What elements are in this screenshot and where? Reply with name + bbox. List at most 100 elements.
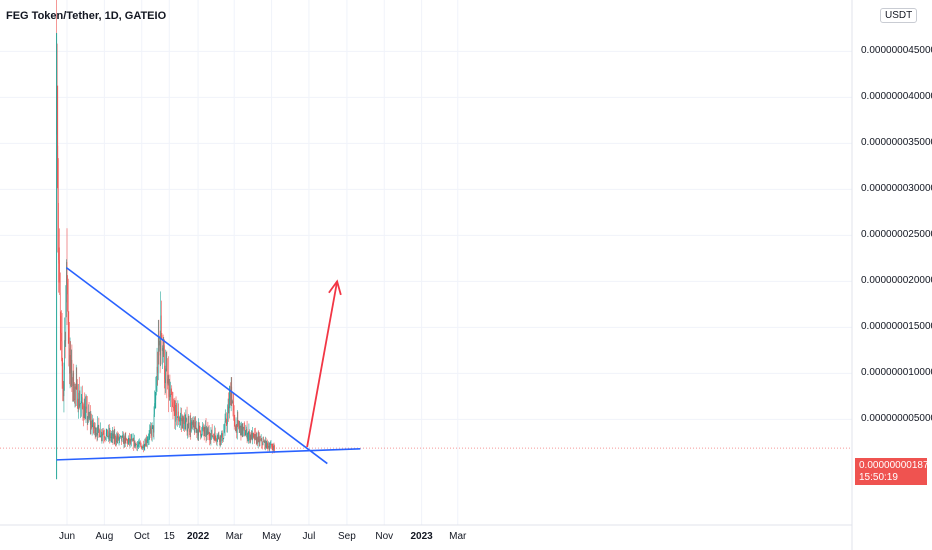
candle-body	[88, 411, 89, 419]
candle-body	[189, 431, 190, 432]
currency-badge[interactable]: USDT	[880, 8, 918, 23]
candle-body	[199, 425, 200, 426]
candle-body	[74, 386, 76, 400]
candle-body	[91, 420, 92, 429]
candle-body	[168, 389, 170, 397]
candle-body	[191, 421, 193, 426]
candle-body	[98, 425, 100, 430]
candle-body	[232, 401, 233, 404]
candle-body	[168, 375, 169, 397]
candle-body	[70, 355, 71, 371]
candle-body	[274, 447, 275, 450]
candle-body	[60, 316, 62, 333]
candle-body	[128, 438, 130, 441]
candle-body	[86, 406, 87, 408]
candle-body	[97, 425, 99, 426]
candle-body	[103, 434, 105, 437]
candle-body	[266, 441, 268, 444]
candle-body	[244, 435, 246, 436]
y-axis-label: 0.000000005000	[861, 413, 932, 425]
candle-body	[259, 439, 261, 443]
candle-body	[214, 432, 215, 441]
candle-body	[157, 366, 158, 373]
candle-body	[180, 417, 182, 420]
candle-body	[96, 433, 97, 434]
candle-body	[118, 438, 120, 440]
candle-body	[153, 425, 154, 433]
candle-body	[59, 263, 60, 293]
breakout-arrow-head	[328, 279, 342, 296]
candle-body	[231, 386, 233, 404]
candle-body	[125, 436, 127, 439]
candle-body	[80, 401, 82, 404]
candle-body	[246, 428, 248, 440]
candle-body	[187, 428, 188, 432]
candle-body	[248, 434, 249, 437]
candle-body	[183, 417, 185, 421]
candle-body	[260, 439, 261, 441]
candle-body	[92, 420, 94, 426]
candle-body	[183, 417, 184, 429]
candle-body	[108, 431, 110, 437]
candle-body	[246, 428, 247, 433]
candle-body	[89, 417, 91, 425]
candle-body	[221, 433, 223, 436]
candle-body	[85, 406, 87, 410]
candle-body	[137, 445, 138, 448]
candle-body	[217, 435, 218, 440]
candle-body	[153, 414, 155, 433]
candle-body	[236, 420, 238, 433]
candle-body	[235, 426, 236, 431]
candle-body	[159, 340, 160, 346]
candle-body	[195, 428, 197, 429]
candle-body	[250, 435, 252, 439]
candle-body	[138, 442, 140, 445]
x-axis-label: Aug	[95, 531, 114, 542]
candle-body	[195, 421, 196, 429]
candle-body	[124, 437, 125, 444]
candle-body	[187, 422, 189, 429]
candle-body	[182, 418, 184, 429]
candle-body	[87, 418, 89, 421]
candle-body	[245, 432, 247, 436]
upper-trendline	[65, 266, 328, 465]
candle-body	[61, 341, 63, 367]
candle-body	[248, 431, 250, 435]
candle-body	[119, 436, 120, 439]
x-axis-label: Jun	[58, 531, 76, 542]
candle-body	[260, 438, 262, 441]
candle-body	[228, 406, 229, 414]
candle-body	[261, 438, 263, 444]
candle-body	[262, 443, 263, 445]
candle-body	[240, 425, 242, 436]
candle-body	[224, 421, 226, 430]
candle-body	[61, 332, 62, 342]
candle-body	[163, 345, 165, 355]
candle-body	[233, 403, 234, 411]
candle-body	[207, 428, 209, 435]
candle-body	[257, 437, 258, 444]
candle-body	[162, 348, 163, 351]
candle-body	[132, 439, 134, 441]
breakout-arrow-shaft	[306, 281, 338, 448]
candle-body	[238, 425, 240, 429]
candle-body	[147, 439, 149, 442]
candle-body	[252, 432, 254, 435]
candle-body	[224, 429, 225, 433]
candle-body	[219, 435, 221, 442]
candle-body	[104, 437, 106, 439]
candle-body	[205, 427, 207, 436]
candle-body	[171, 394, 173, 403]
candle-body	[63, 369, 65, 397]
candle-body	[111, 435, 113, 437]
candle-countdown: 15:50:19	[859, 472, 898, 483]
candle-body	[192, 421, 193, 425]
candle-body	[172, 402, 173, 407]
candle-body	[257, 436, 259, 444]
candle-body	[96, 433, 98, 436]
candle-body	[165, 368, 167, 370]
candle-body	[105, 432, 107, 438]
candle-body	[154, 399, 156, 404]
y-axis-label: 0.000000025000	[861, 229, 932, 241]
